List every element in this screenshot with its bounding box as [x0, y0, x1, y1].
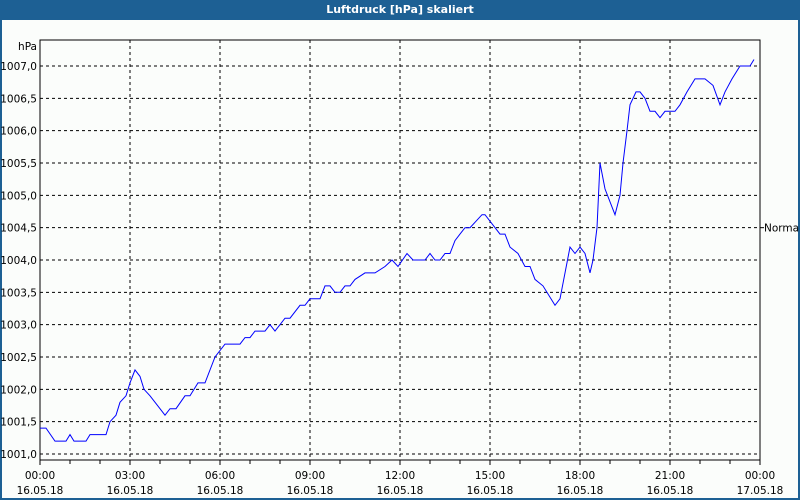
x-tick-date: 16.05.18 [377, 485, 424, 497]
y-tick-label: 1004,5 [0, 223, 37, 235]
y-tick-label: 1001,5 [0, 417, 37, 429]
pressure-series-line [40, 59, 755, 442]
x-tick-date: 16.05.18 [17, 485, 64, 497]
x-tick-date: 16.05.18 [647, 485, 694, 497]
x-tick-time: 12:00 [385, 470, 415, 482]
window-title: Luftdruck [hPa] skaliert [326, 3, 474, 16]
y-tick-label: 1006,5 [0, 93, 37, 105]
y-axis-label: hPa [18, 41, 37, 53]
y-tick-label: 1003,5 [0, 287, 37, 299]
x-tick-date: 16.05.18 [467, 485, 514, 497]
x-tick-date: 16.05.18 [287, 485, 334, 497]
x-tick-date: 17.05.18 [737, 485, 784, 497]
y-tick-label: 1004,0 [0, 255, 37, 267]
x-tick-date: 16.05.18 [557, 485, 604, 497]
x-tick-date: 16.05.18 [197, 485, 244, 497]
x-tick-time: 03:00 [115, 470, 145, 482]
x-tick-time: 15:00 [475, 470, 505, 482]
y-tick-label: 1003,0 [0, 320, 37, 332]
x-tick-time: 18:00 [565, 470, 595, 482]
x-tick-time: 06:00 [205, 470, 235, 482]
x-tick-date: 16.05.18 [107, 485, 154, 497]
y-tick-label: 1006,0 [0, 126, 37, 138]
plot-frame [39, 39, 761, 461]
x-tick-time: 00:00 [745, 470, 775, 482]
y-tick-label: 1007,0 [0, 61, 37, 73]
y-tick-label: 1005,5 [0, 158, 37, 170]
x-tick-time: 21:00 [655, 470, 685, 482]
y-tick-label: 1001,0 [0, 449, 37, 461]
y-tick-label: 1002,5 [0, 352, 37, 364]
y-tick-label: 1005,0 [0, 190, 37, 202]
x-tick-time: 09:00 [295, 470, 325, 482]
normal-marker-label: Normal [764, 223, 800, 235]
x-tick-time: 00:00 [25, 470, 55, 482]
y-tick-label: 1002,0 [0, 384, 37, 396]
